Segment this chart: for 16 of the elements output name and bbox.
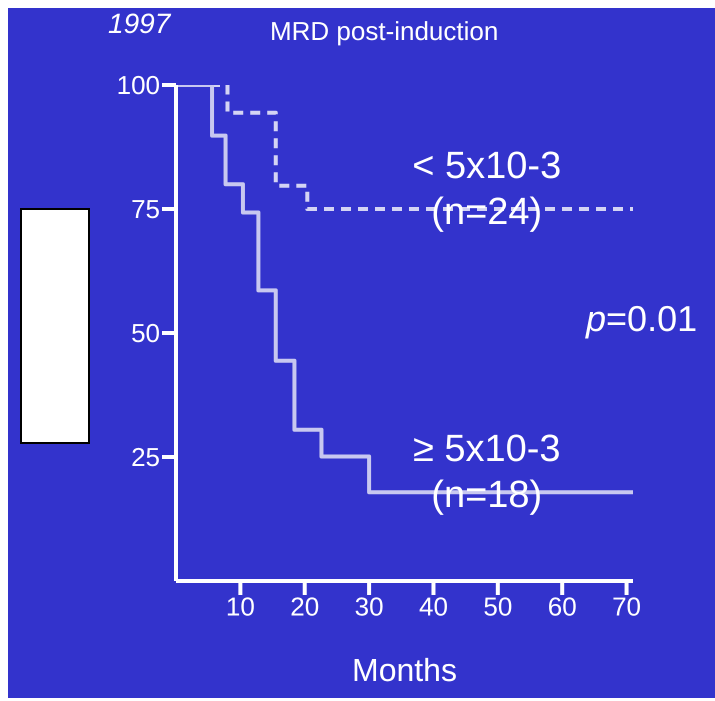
x-tick-label: 20 [290, 591, 320, 622]
x-axis-title: Months [352, 652, 457, 688]
y-tick-label: 50 [131, 318, 160, 348]
x-tick-label: 70 [612, 591, 642, 622]
x-tick-label: 40 [419, 591, 448, 622]
y-tick-label: 25 [131, 442, 160, 472]
x-tick-label: 60 [548, 591, 577, 622]
series-label: < 5x10-3 (n=24) [411, 144, 562, 235]
x-tick-label: 10 [226, 591, 255, 622]
chart-subtitle: MRD post-induction [270, 16, 498, 47]
y-tick-label: 100 [116, 70, 160, 100]
y-tick-label: 75 [131, 194, 160, 224]
x-tick-label: 50 [483, 591, 512, 622]
annotation: p=0.01 [586, 298, 698, 340]
x-tick-label: 30 [354, 591, 384, 622]
chart-title: 1997 [108, 8, 170, 40]
